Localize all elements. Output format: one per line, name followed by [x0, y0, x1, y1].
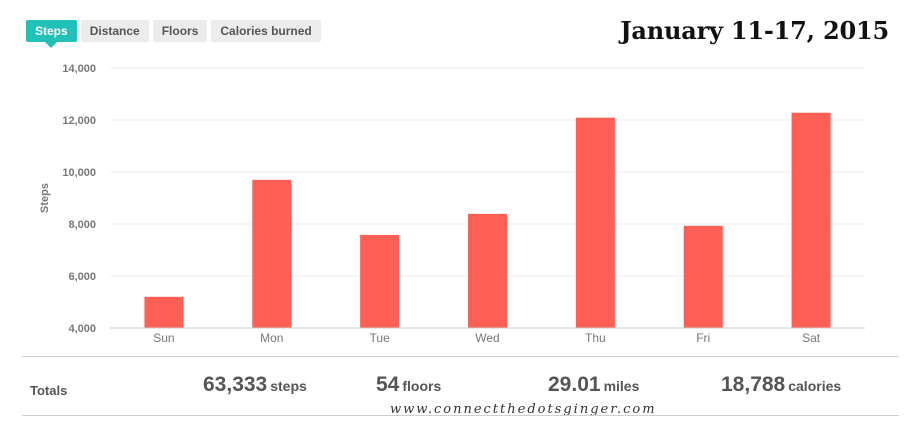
total-miles-unit: miles: [603, 378, 640, 394]
totals-divider-bottom: [22, 415, 899, 416]
y-axis-label: Steps: [39, 183, 51, 213]
tab-distance[interactable]: Distance: [80, 20, 149, 42]
bar-mon: [252, 179, 292, 328]
bar-wed: [468, 213, 507, 328]
steps-bar-chart: 4,000 6,000 8,000 10,000 12,000 14,000 Sun Mon T…: [39, 63, 865, 345]
x-tick-label: Mon: [260, 331, 283, 345]
total-floors-unit: floors: [402, 378, 442, 394]
total-steps-unit: steps: [270, 378, 307, 394]
y-tick-label: 14,000: [62, 63, 96, 75]
total-steps-value: 63,333: [203, 373, 268, 396]
total-calories-value: 18,788: [721, 373, 786, 396]
bar-sun: [144, 296, 184, 328]
totals-divider-top: [22, 356, 899, 357]
bar-thu: [575, 117, 615, 328]
total-floors: 54 floors: [376, 373, 441, 397]
totals-label: Totals: [30, 383, 68, 398]
bar-tue: [360, 234, 400, 328]
total-miles-value: 29.01: [548, 373, 601, 396]
total-miles: 29.01 miles: [548, 373, 639, 397]
x-tick-label: Sun: [153, 331, 174, 345]
bar-sat: [791, 112, 831, 328]
x-tick-label: Tue: [370, 331, 391, 345]
total-calories-unit: calories: [788, 378, 842, 394]
bar-fri: [683, 225, 723, 328]
y-tick-label: 12,000: [62, 115, 96, 127]
date-range-title: January 11-17, 2015: [620, 16, 889, 45]
watermark: www.connectthedotsginger.com: [390, 402, 657, 417]
x-tick-label: Sat: [802, 331, 821, 345]
tab-calories-burned[interactable]: Calories burned: [211, 20, 321, 42]
y-tick-label: 4,000: [68, 323, 96, 335]
tab-floors[interactable]: Floors: [152, 20, 208, 42]
tab-steps[interactable]: Steps: [26, 20, 77, 48]
x-tick-label: Thu: [585, 331, 606, 345]
y-tick-label: 10,000: [62, 167, 96, 179]
y-tick-label: 6,000: [68, 271, 96, 283]
x-tick-label: Wed: [475, 331, 499, 345]
y-tick-label: 8,000: [68, 219, 96, 231]
total-floors-value: 54: [376, 373, 400, 396]
x-tick-label: Fri: [696, 331, 710, 345]
total-steps: 63,333 steps: [203, 373, 307, 397]
total-calories: 18,788 calories: [721, 373, 841, 397]
metric-tabs: Steps Distance Floors Calories burned: [26, 20, 321, 48]
